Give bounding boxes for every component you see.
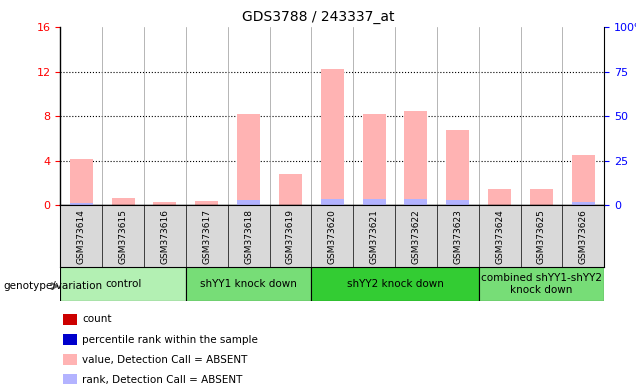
Text: GSM373625: GSM373625 [537,209,546,263]
Text: GDS3788 / 243337_at: GDS3788 / 243337_at [242,10,394,23]
Text: GSM373621: GSM373621 [370,209,378,263]
Text: control: control [105,279,141,289]
Bar [363,199,385,205]
Bar [479,267,604,301]
Text: GSM373619: GSM373619 [286,209,295,264]
Bar [237,200,260,205]
Bar [312,267,479,301]
Text: GSM373617: GSM373617 [202,209,211,264]
Bar [237,114,260,205]
Bar [363,114,385,205]
Text: rank, Detection Call = ABSENT: rank, Detection Call = ABSENT [82,375,242,384]
Bar [63,314,77,325]
Text: GSM373622: GSM373622 [411,209,420,263]
Text: percentile rank within the sample: percentile rank within the sample [82,334,258,345]
Bar [112,198,135,205]
Bar [572,155,595,205]
Bar [321,199,344,205]
Bar [70,159,93,205]
Text: GSM373614: GSM373614 [77,209,86,263]
Bar [446,200,469,205]
Bar [572,202,595,205]
Text: GSM373620: GSM373620 [328,209,337,263]
Bar [279,174,302,205]
Bar [63,374,77,384]
Text: count: count [82,314,112,324]
Text: GSM373623: GSM373623 [453,209,462,263]
Text: shYY1 knock down: shYY1 knock down [200,279,297,289]
Bar [60,267,186,301]
Text: value, Detection Call = ABSENT: value, Detection Call = ABSENT [82,355,247,365]
Bar [446,129,469,205]
Bar [63,334,77,345]
Text: GSM373626: GSM373626 [579,209,588,263]
Bar [404,199,427,205]
Bar [321,69,344,205]
Text: GSM373618: GSM373618 [244,209,253,264]
Text: GSM373624: GSM373624 [495,209,504,263]
Bar [70,203,93,205]
Bar [153,202,177,205]
Bar [530,189,553,205]
Text: GSM373615: GSM373615 [119,209,128,264]
Bar [63,354,77,366]
Bar [186,267,312,301]
Text: GSM373616: GSM373616 [160,209,169,264]
Text: combined shYY1-shYY2
knock down: combined shYY1-shYY2 knock down [481,273,602,295]
Bar [404,111,427,205]
Bar [488,189,511,205]
Text: genotype/variation: genotype/variation [3,281,102,291]
Text: shYY2 knock down: shYY2 knock down [347,279,443,289]
Bar [195,201,218,205]
